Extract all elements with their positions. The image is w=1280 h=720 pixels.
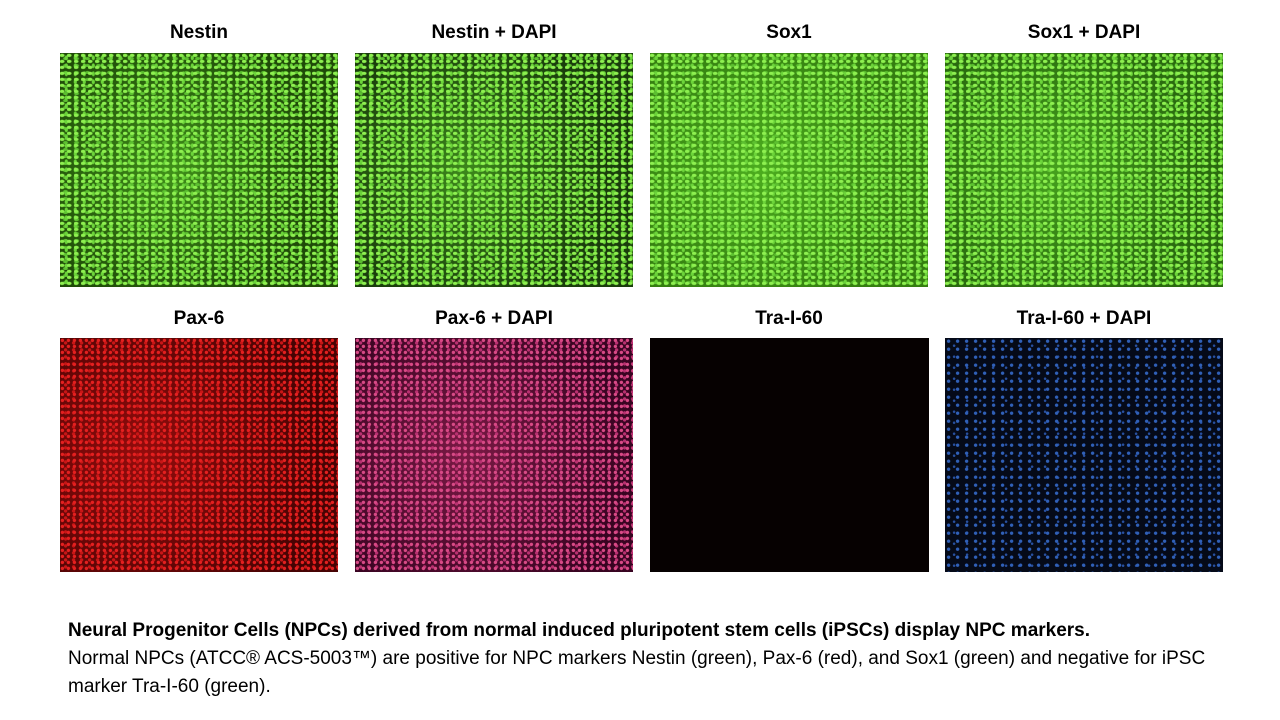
panel-label: Nestin [169,22,229,43]
micrograph [60,53,338,287]
micrograph [650,338,929,572]
micrograph [650,53,928,287]
panel-label: Tra-I-60 [755,308,823,329]
caption: Neural Progenitor Cells (NPCs) derived f… [68,617,1208,701]
panel-label: Nestin + DAPI [431,22,557,43]
micrograph [355,338,633,572]
panel-label: Tra-I-60 + DAPI [1016,308,1152,329]
micrograph [355,53,633,287]
micrograph [60,338,338,572]
micrograph [945,53,1223,287]
panel-label: Pax-6 + DAPI [435,308,553,329]
panel-label: Pax-6 [173,308,225,329]
micrograph [945,338,1223,572]
panel-label: Sox1 + DAPI [1027,22,1141,43]
caption-body: Normal NPCs (ATCC® ACS-5003™) are positi… [68,648,1206,697]
panel-label: Sox1 [766,22,812,43]
caption-heading: Neural Progenitor Cells (NPCs) derived f… [68,620,1091,641]
